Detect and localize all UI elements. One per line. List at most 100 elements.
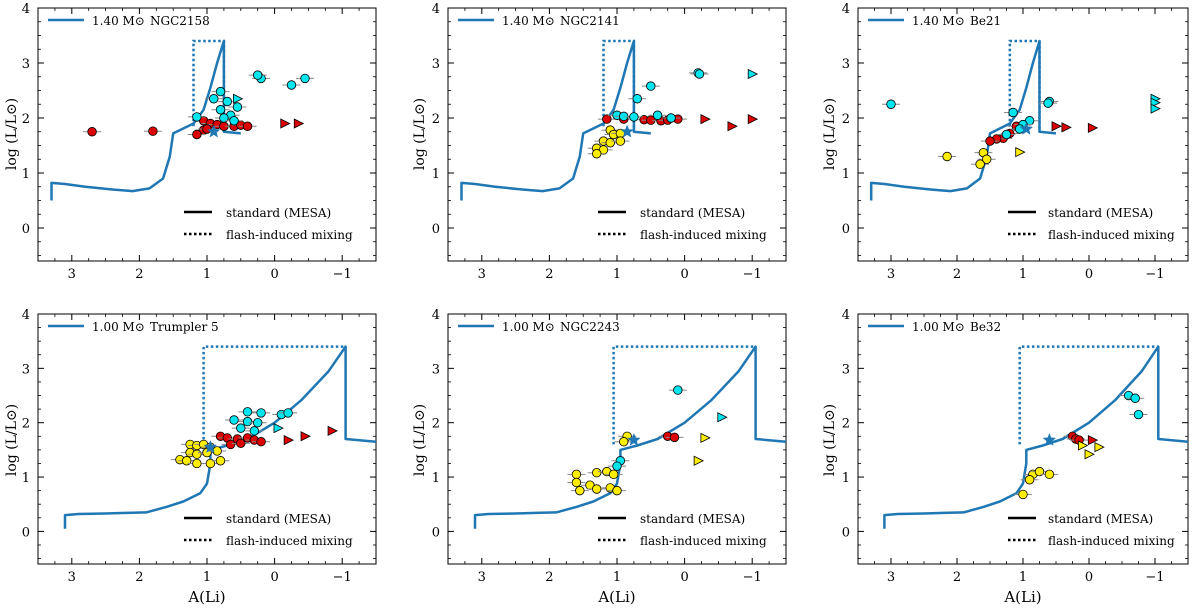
cluster-label: Be21 xyxy=(970,14,1001,28)
yellow-point xyxy=(1044,469,1055,480)
y-tick-label: 1 xyxy=(22,471,30,486)
panel-be32: 3 2 1 0 −1 0 1 2 3 4 1.00 M⊙ Be32 standard (MESA)… xyxy=(822,308,1189,606)
cyan-point xyxy=(253,417,263,428)
cyan-point xyxy=(1130,393,1140,403)
cyan-point xyxy=(646,81,656,91)
cyan-point xyxy=(694,69,705,79)
cyan-upper-limit xyxy=(747,68,759,80)
y-tick-label: 4 xyxy=(22,308,30,323)
line-style-legend: standard (MESA) flash-induced mixing xyxy=(598,512,767,548)
plot-frame xyxy=(447,313,787,565)
cyan-point xyxy=(652,110,663,120)
x-tick-label: 1 xyxy=(1019,570,1027,585)
mass-label: 1.00 M⊙ xyxy=(92,320,145,334)
yellow-upper-limit xyxy=(700,432,711,444)
red-upper-limit xyxy=(700,113,711,125)
legend-flash-label: flash-induced mixing xyxy=(1048,534,1175,548)
standard-mesa-track xyxy=(63,345,376,529)
legend-standard-label: standard (MESA) xyxy=(640,512,745,526)
model-star-marker xyxy=(1042,432,1057,446)
flash-mixing-track xyxy=(612,345,756,445)
y-tick-label: 3 xyxy=(432,362,440,377)
cyan-upper-limit xyxy=(1150,103,1161,114)
line-style-legend: standard (MESA) flash-induced mixing xyxy=(184,206,353,242)
x-tick-label: −1 xyxy=(333,267,352,282)
cyan-point xyxy=(222,96,232,107)
y-tick-label: 2 xyxy=(432,112,440,127)
x-tick-label: 0 xyxy=(1085,570,1093,585)
title-legend: 1.40 M⊙ NGC2141 xyxy=(458,14,620,28)
red-upper-limit xyxy=(1051,121,1062,132)
yellow-point xyxy=(212,446,222,456)
yellow-upper-limit xyxy=(1078,440,1089,451)
y-tick-label: 3 xyxy=(22,57,30,72)
cluster-label: Trumpler 5 xyxy=(150,320,219,334)
plot-frame xyxy=(857,313,1189,565)
x-tick-label: 1 xyxy=(613,570,621,585)
y-axis-label: log (L/L⊙) xyxy=(412,404,428,476)
x-tick-label: 2 xyxy=(545,267,553,282)
mass-label: 1.00 M⊙ xyxy=(502,320,555,334)
red-point xyxy=(87,127,97,137)
cyan-upper-limit xyxy=(233,93,244,104)
cyan-point xyxy=(253,70,263,80)
y-tick-label: 4 xyxy=(842,308,850,323)
x-tick-label: −1 xyxy=(333,570,352,585)
model-star-marker xyxy=(620,124,634,138)
legend-standard-label: standard (MESA) xyxy=(1048,512,1153,526)
yellow-point xyxy=(619,437,629,447)
panel-ngc2141: 3 2 1 0 −1 0 1 2 3 4 1.40 M⊙ NGC2141 standard (ME… xyxy=(412,2,787,282)
title-legend: 1.00 M⊙ Be32 xyxy=(868,320,1001,334)
cyan-upper-limit xyxy=(273,422,284,434)
cyan-point xyxy=(629,112,639,122)
axis-ticks: 3 2 1 0 −1 0 1 2 3 4 xyxy=(432,308,787,585)
x-axis-label: A(Li) xyxy=(1003,588,1041,606)
y-axis-label: log (L/L⊙) xyxy=(822,98,838,170)
red-point xyxy=(669,432,680,443)
y-tick-label: 2 xyxy=(842,112,850,127)
data-markers xyxy=(587,68,759,159)
cyan-point xyxy=(673,385,683,395)
cyan-point xyxy=(215,86,226,97)
y-tick-label: 0 xyxy=(842,222,850,237)
legend-standard-label: standard (MESA) xyxy=(1048,206,1153,220)
model-tracks xyxy=(50,39,241,201)
model-star-marker xyxy=(203,440,218,453)
cyan-point xyxy=(1133,409,1144,420)
x-tick-label: −1 xyxy=(743,570,762,585)
red-upper-limit xyxy=(747,113,759,125)
axis-ticks: 3 2 1 0 −1 0 1 2 3 4 xyxy=(22,2,377,282)
standard-mesa-track xyxy=(50,39,241,201)
legend-flash-label: flash-induced mixing xyxy=(640,534,767,548)
yellow-point xyxy=(575,485,585,496)
model-tracks xyxy=(883,345,1188,529)
plot-frame xyxy=(857,7,1189,262)
model-star-marker xyxy=(1019,121,1034,135)
yellow-point xyxy=(942,151,952,162)
red-upper-limit xyxy=(727,121,738,132)
standard-mesa-track xyxy=(460,39,651,201)
panel-be21: 3 2 1 0 −1 0 1 2 3 4 1.40 M⊙ Be21 standard (MESA)… xyxy=(822,2,1189,282)
y-tick-label: 1 xyxy=(842,471,850,486)
panel-ngc2243: 3 2 1 0 −1 0 1 2 3 4 1.00 M⊙ NGC2243 standard (ME… xyxy=(412,308,787,606)
cyan-point xyxy=(283,408,293,418)
yellow-point xyxy=(592,484,602,494)
axis-ticks: 3 2 1 0 −1 0 1 2 3 4 xyxy=(22,308,377,585)
cyan-point xyxy=(1001,129,1012,140)
title-legend: 1.40 M⊙ Be21 xyxy=(868,14,1001,28)
x-tick-label: 3 xyxy=(68,570,76,585)
title-legend: 1.40 M⊙ NGC2158 xyxy=(48,14,210,28)
y-tick-label: 1 xyxy=(432,167,440,182)
mass-label: 1.00 M⊙ xyxy=(912,320,965,334)
x-tick-label: 2 xyxy=(953,267,961,282)
red-upper-limit xyxy=(327,425,338,436)
legend-flash-label: flash-induced mixing xyxy=(226,534,353,548)
x-tick-label: 2 xyxy=(135,570,143,585)
x-tick-label: 1 xyxy=(203,267,211,282)
mass-label: 1.40 M⊙ xyxy=(92,14,145,28)
red-point xyxy=(242,121,253,131)
cyan-point xyxy=(219,113,229,123)
yellow-point xyxy=(182,456,192,466)
panel-ngc2158: 3 2 1 0 −1 0 1 2 3 4 1.40 M⊙ NGC2158 standard (ME… xyxy=(4,2,377,282)
